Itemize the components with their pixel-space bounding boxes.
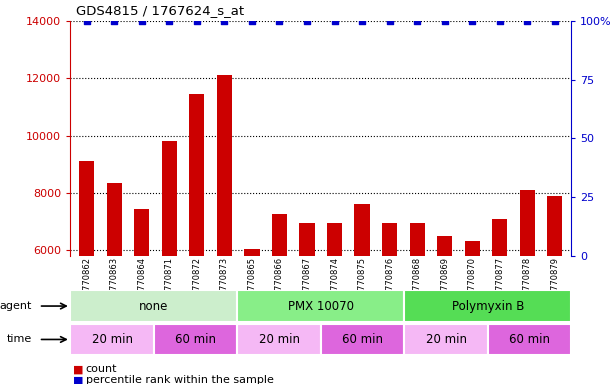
Point [302,18,312,24]
Bar [492,218,507,384]
Text: none: none [139,300,169,313]
Bar [107,183,122,384]
Point [550,18,560,24]
Bar [382,223,397,384]
Bar [488,324,571,355]
Point [219,18,229,24]
Point [330,18,340,24]
Text: GDS4815 / 1767624_s_at: GDS4815 / 1767624_s_at [76,4,244,17]
Bar [327,223,342,384]
Text: ■: ■ [73,375,84,384]
Bar [409,223,425,384]
Bar [547,196,562,384]
Bar [154,324,237,355]
Bar [79,161,94,384]
Bar [404,290,571,322]
Bar [70,290,237,322]
Point [247,18,257,24]
Point [82,18,92,24]
Text: agent: agent [0,301,32,311]
Text: 20 min: 20 min [92,333,133,346]
Point [357,18,367,24]
Bar [237,324,321,355]
Bar [217,76,232,384]
Bar [272,214,287,384]
Point [109,18,119,24]
Text: 20 min: 20 min [425,333,467,346]
Point [522,18,532,24]
Bar [404,324,488,355]
Bar [321,324,404,355]
Point [192,18,202,24]
Point [164,18,174,24]
Text: time: time [6,334,32,344]
Text: 60 min: 60 min [509,333,550,346]
Point [274,18,284,24]
Point [137,18,147,24]
Bar [134,209,150,384]
Text: 60 min: 60 min [342,333,383,346]
Text: PMX 10070: PMX 10070 [288,300,354,313]
Bar [520,190,535,384]
Point [440,18,450,24]
Point [495,18,505,24]
Bar [244,248,260,384]
Bar [464,242,480,384]
Text: ■: ■ [73,364,84,374]
Point [412,18,422,24]
Text: percentile rank within the sample: percentile rank within the sample [86,375,273,384]
Bar [437,236,452,384]
Point [385,18,395,24]
Bar [299,223,315,384]
Bar [237,290,404,322]
Bar [162,141,177,384]
Bar [70,324,154,355]
Bar [354,204,370,384]
Point [467,18,477,24]
Text: 60 min: 60 min [175,333,216,346]
Text: Polymyxin B: Polymyxin B [452,300,524,313]
Text: 20 min: 20 min [258,333,299,346]
Bar [189,94,205,384]
Text: count: count [86,364,117,374]
